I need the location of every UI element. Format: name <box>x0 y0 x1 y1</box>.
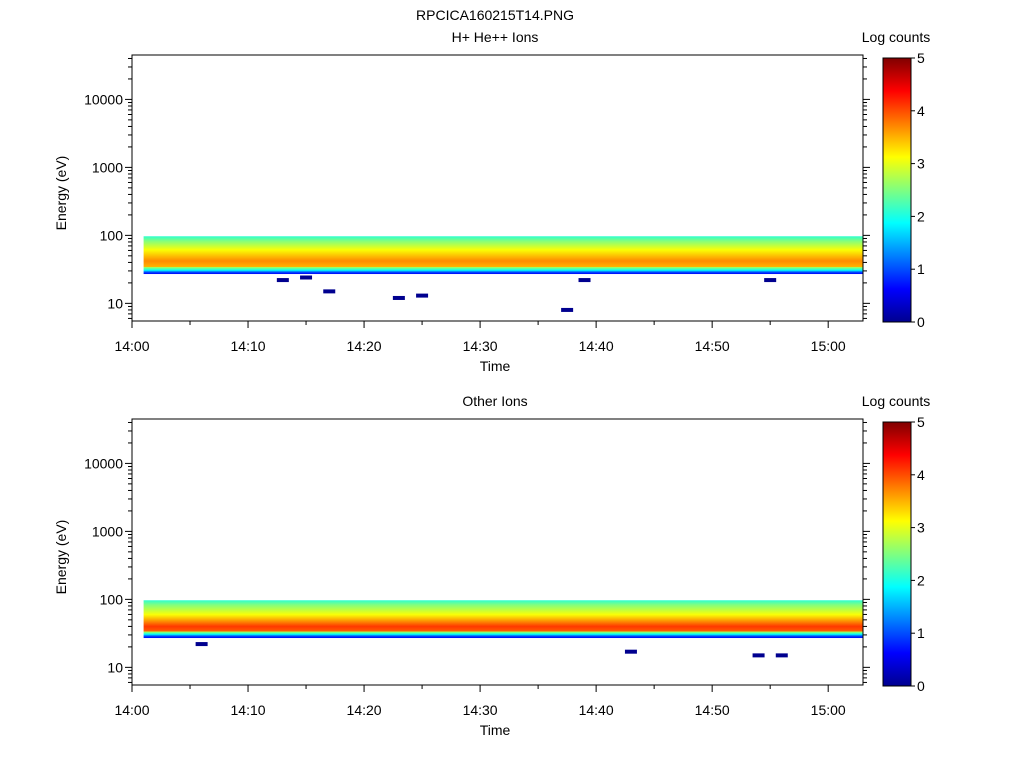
colorbar-tick-label: 2 <box>917 572 925 588</box>
heatmap-band <box>143 600 864 639</box>
heatmap-band <box>143 236 864 275</box>
data-point <box>775 653 788 658</box>
colorbar <box>882 421 912 687</box>
x-ticks: 14:00 14:10 14:20 14:30 14:40 14:50 15:00 <box>114 685 846 718</box>
colorbar-tick-label: 5 <box>917 414 925 430</box>
x-tick-label: 14:00 <box>114 702 149 718</box>
data-point <box>578 278 591 283</box>
heatmap-band-cells <box>143 236 864 275</box>
data-point <box>764 278 777 283</box>
y-tick-label: 10000 <box>84 455 123 471</box>
colorbar-tick-label: 4 <box>917 103 925 119</box>
x-tick-label: 14:40 <box>579 702 614 718</box>
sparse-points <box>195 642 788 658</box>
colorbar-tick-label: 2 <box>917 208 925 224</box>
data-point <box>300 275 313 280</box>
colorbar-tick-label: 3 <box>917 156 925 172</box>
y-ticks: 10 100 1000 10000 <box>84 57 870 319</box>
figure-title: RPCICA160215T14.PNG <box>416 7 574 23</box>
plot-frame <box>131 54 864 322</box>
colorbar <box>882 57 912 323</box>
x-tick-label: 14:00 <box>114 338 149 354</box>
panel-title: Other Ions <box>462 393 527 409</box>
panel-title: H+ He++ Ions <box>452 29 539 45</box>
x-tick-label: 14:20 <box>347 338 382 354</box>
x-tick-label: 14:30 <box>463 338 498 354</box>
sparse-points <box>276 275 777 312</box>
y-tick-label: 10 <box>107 295 123 311</box>
y-ticks: 10 100 1000 10000 <box>84 421 870 683</box>
colorbar-tick-label: 5 <box>917 50 925 66</box>
x-axis-label: Time <box>480 358 511 374</box>
y-tick-label: 10 <box>107 659 123 675</box>
colorbar-ticks: 0 1 2 3 4 5 <box>911 414 925 694</box>
colorbar-tick-label: 0 <box>917 678 925 694</box>
x-tick-label: 14:10 <box>231 338 266 354</box>
x-tick-label: 15:00 <box>811 702 846 718</box>
colorbar-ticks: 0 1 2 3 4 5 <box>911 50 925 330</box>
x-tick-label: 15:00 <box>811 338 846 354</box>
heatmap-band-cells <box>143 600 864 639</box>
colorbar-title: Log counts <box>862 29 931 45</box>
y-tick-label: 10000 <box>84 91 123 107</box>
y-tick-label: 100 <box>100 591 124 607</box>
data-point <box>624 649 637 654</box>
data-point <box>416 293 429 298</box>
colorbar-tick-label: 4 <box>917 467 925 483</box>
colorbar-tick-label: 1 <box>917 261 925 277</box>
data-point <box>323 289 336 294</box>
x-tick-label: 14:20 <box>347 702 382 718</box>
data-point <box>752 653 765 658</box>
x-tick-label: 14:40 <box>579 338 614 354</box>
colorbar-tick-label: 1 <box>917 625 925 641</box>
y-tick-label: 100 <box>100 227 124 243</box>
x-tick-label: 14:50 <box>695 338 730 354</box>
x-tick-label: 14:50 <box>695 702 730 718</box>
x-tick-label: 14:10 <box>231 702 266 718</box>
y-axis-label: Energy (eV) <box>53 156 69 231</box>
colorbar-tick-label: 3 <box>917 520 925 536</box>
colorbar-title: Log counts <box>862 393 931 409</box>
data-point <box>195 642 208 647</box>
y-tick-label: 1000 <box>92 159 123 175</box>
x-ticks: 14:00 14:10 14:20 14:30 14:40 14:50 15:00 <box>114 321 846 354</box>
data-point <box>276 278 289 283</box>
y-tick-label: 1000 <box>92 523 123 539</box>
plot-frame <box>131 418 864 686</box>
y-axis-label: Energy (eV) <box>53 520 69 595</box>
data-point <box>561 307 574 312</box>
x-tick-label: 14:30 <box>463 702 498 718</box>
colorbar-tick-label: 0 <box>917 314 925 330</box>
x-axis-label: Time <box>480 722 511 738</box>
data-point <box>392 295 405 300</box>
